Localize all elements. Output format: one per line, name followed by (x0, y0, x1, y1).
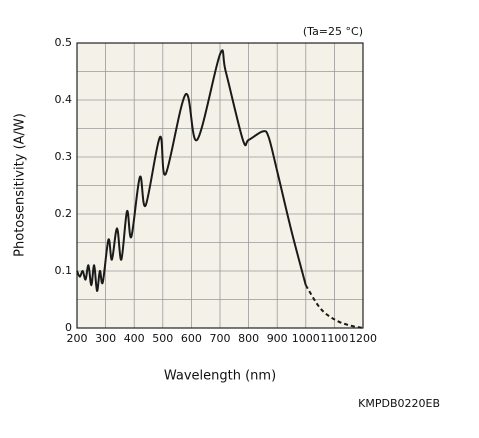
x-tick-label: 900 (267, 332, 288, 345)
x-tick-label: 1000 (292, 332, 320, 345)
x-tick-label: 800 (238, 332, 259, 345)
x-axis-label: Wavelength (nm) (164, 369, 276, 384)
x-tick-label: 200 (67, 332, 88, 345)
y-tick-label: 0.1 (55, 264, 73, 277)
plot-frame (76, 42, 364, 329)
footer: KMPDB0220EB (358, 397, 440, 410)
y-axis-label: Photosensitivity (A/W) (13, 113, 28, 257)
y-tick-label: 0.2 (55, 207, 73, 220)
x-tick-label: 500 (152, 332, 173, 345)
line (76, 49, 307, 292)
y-tick-label: 0.4 (55, 93, 73, 106)
y-tick-label: 0.3 (55, 150, 73, 163)
x-tick-label: 1200 (349, 332, 377, 345)
x-tick-label: 600 (181, 332, 202, 345)
annotation: (Ta=25 °C) (303, 25, 363, 38)
x-tick-label: 400 (124, 332, 145, 345)
x-tick-label: 700 (210, 332, 231, 345)
x-tick-label: 1100 (320, 332, 348, 345)
y-tick-label: 0.5 (55, 36, 73, 49)
y-tick-label: 0 (65, 321, 72, 334)
line (304, 284, 364, 329)
x-tick-label: 300 (95, 332, 116, 345)
